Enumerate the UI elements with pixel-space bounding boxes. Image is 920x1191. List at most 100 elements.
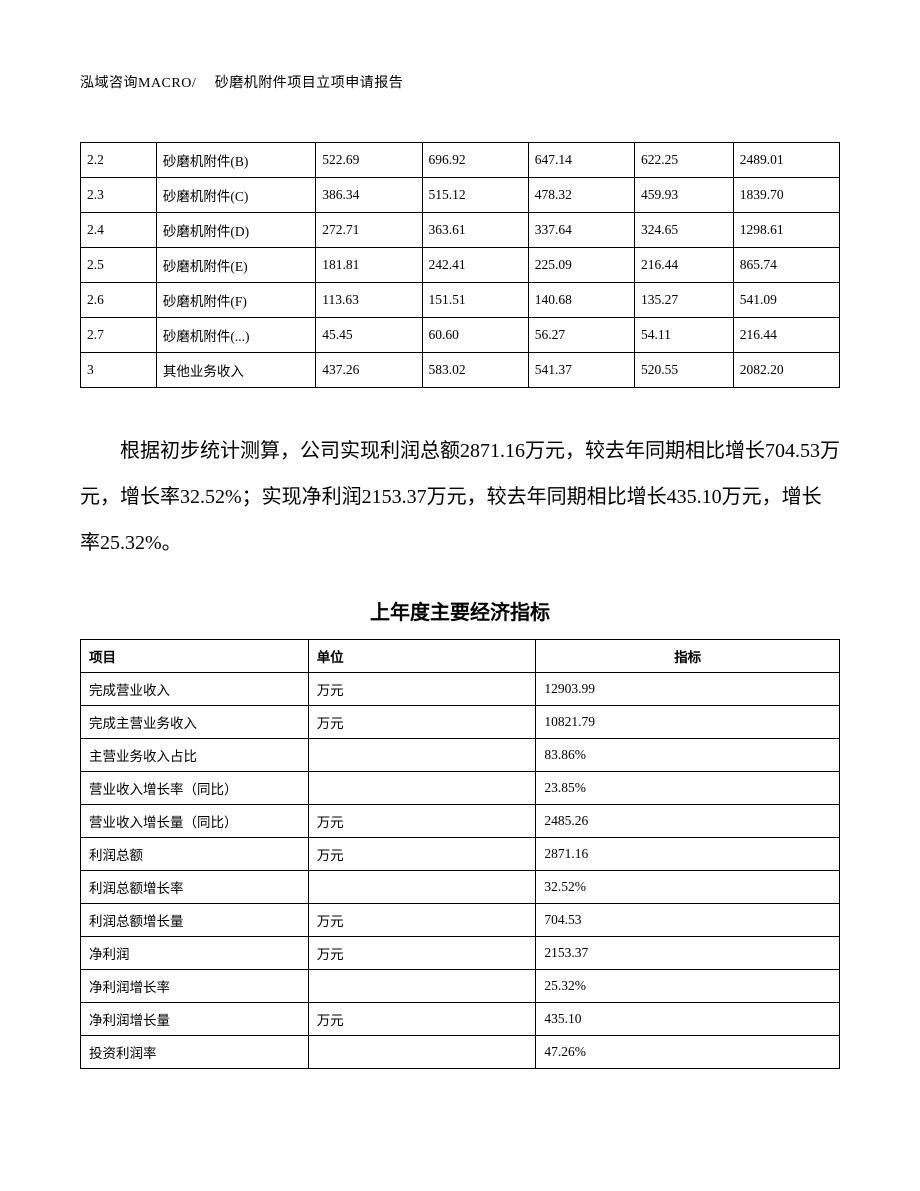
- tbl1-cell: 2489.01: [733, 143, 839, 178]
- tbl2-row: 净利润增长量万元435.10: [81, 1003, 840, 1036]
- product-revenue-table: 2.2砂磨机附件(B)522.69696.92647.14622.252489.…: [80, 142, 840, 388]
- tbl1-cell: 其他业务收入: [156, 353, 315, 388]
- tbl2-cell: 净利润增长率: [81, 970, 309, 1003]
- tbl1-cell: 3: [81, 353, 157, 388]
- tbl1-cell: 砂磨机附件(...): [156, 318, 315, 353]
- tbl2-cell: 利润总额增长率: [81, 871, 309, 904]
- tbl2-cell: 23.85%: [536, 772, 840, 805]
- tbl1-cell: 337.64: [528, 213, 634, 248]
- tbl1-row: 2.3砂磨机附件(C)386.34515.12478.32459.931839.…: [81, 178, 840, 213]
- tbl2-cell: 704.53: [536, 904, 840, 937]
- tbl1-row: 3其他业务收入437.26583.02541.37520.552082.20: [81, 353, 840, 388]
- tbl1-row: 2.2砂磨机附件(B)522.69696.92647.14622.252489.…: [81, 143, 840, 178]
- tbl2-cell: 万元: [308, 706, 536, 739]
- tbl2-h0: 项目: [81, 640, 309, 673]
- tbl1-cell: 砂磨机附件(E): [156, 248, 315, 283]
- tbl2-cell: 10821.79: [536, 706, 840, 739]
- tbl2-cell: 435.10: [536, 1003, 840, 1036]
- tbl1-cell: 砂磨机附件(D): [156, 213, 315, 248]
- tbl2-cell: 净利润: [81, 937, 309, 970]
- tbl2-cell: 净利润增长量: [81, 1003, 309, 1036]
- tbl2-cell: 万元: [308, 838, 536, 871]
- tbl1-cell: 2.2: [81, 143, 157, 178]
- tbl1-row: 2.7砂磨机附件(...)45.4560.6056.2754.11216.44: [81, 318, 840, 353]
- tbl1-cell: 60.60: [422, 318, 528, 353]
- tbl1-cell: 541.37: [528, 353, 634, 388]
- summary-paragraph: 根据初步统计测算，公司实现利润总额2871.16万元，较去年同期相比增长704.…: [80, 428, 840, 566]
- tbl1-cell: 583.02: [422, 353, 528, 388]
- tbl2-cell: [308, 772, 536, 805]
- tbl2-row: 完成主营业务收入万元10821.79: [81, 706, 840, 739]
- tbl1-cell: 272.71: [316, 213, 422, 248]
- tbl2-h1: 单位: [308, 640, 536, 673]
- tbl2-header-row: 项目 单位 指标: [81, 640, 840, 673]
- tbl2-row: 利润总额增长量万元704.53: [81, 904, 840, 937]
- tbl2-row: 投资利润率47.26%: [81, 1036, 840, 1069]
- tbl1-cell: 242.41: [422, 248, 528, 283]
- tbl2-cell: 万元: [308, 673, 536, 706]
- tbl1-cell: 2.5: [81, 248, 157, 283]
- tbl1-cell: 647.14: [528, 143, 634, 178]
- tbl1-cell: 459.93: [635, 178, 734, 213]
- tbl2-cell: 32.52%: [536, 871, 840, 904]
- tbl1-cell: 151.51: [422, 283, 528, 318]
- tbl1-cell: 622.25: [635, 143, 734, 178]
- tbl2-row: 完成营业收入万元12903.99: [81, 673, 840, 706]
- tbl1-cell: 砂磨机附件(B): [156, 143, 315, 178]
- tbl2-cell: 利润总额增长量: [81, 904, 309, 937]
- tbl1-cell: 1298.61: [733, 213, 839, 248]
- tbl1-cell: 225.09: [528, 248, 634, 283]
- tbl1-cell: 324.65: [635, 213, 734, 248]
- tbl2-row: 营业收入增长率（同比） 23.85%: [81, 772, 840, 805]
- tbl1-row: 2.4砂磨机附件(D)272.71363.61337.64324.651298.…: [81, 213, 840, 248]
- tbl1-cell: 216.44: [635, 248, 734, 283]
- tbl1-cell: 2082.20: [733, 353, 839, 388]
- tbl1-cell: 478.32: [528, 178, 634, 213]
- tbl1-cell: 181.81: [316, 248, 422, 283]
- tbl2-cell: 完成主营业务收入: [81, 706, 309, 739]
- tbl1-row: 2.6砂磨机附件(F)113.63151.51140.68135.27541.0…: [81, 283, 840, 318]
- tbl1-cell: 216.44: [733, 318, 839, 353]
- tbl1-cell: 541.09: [733, 283, 839, 318]
- tbl2-head: 项目 单位 指标: [81, 640, 840, 673]
- tbl1-cell: 865.74: [733, 248, 839, 283]
- tbl2-row: 利润总额万元2871.16: [81, 838, 840, 871]
- tbl1-row: 2.5砂磨机附件(E)181.81242.41225.09216.44865.7…: [81, 248, 840, 283]
- tbl2-cell: 投资利润率: [81, 1036, 309, 1069]
- tbl1-body: 2.2砂磨机附件(B)522.69696.92647.14622.252489.…: [81, 143, 840, 388]
- tbl1-cell: 2.3: [81, 178, 157, 213]
- tbl2-cell: [308, 970, 536, 1003]
- tbl2-cell: 利润总额: [81, 838, 309, 871]
- tbl2-cell: 2485.26: [536, 805, 840, 838]
- tbl2-cell: 万元: [308, 937, 536, 970]
- tbl2-row: 净利润万元2153.37: [81, 937, 840, 970]
- tbl2-cell: 主营业务收入占比: [81, 739, 309, 772]
- economic-indicators-table: 项目 单位 指标 完成营业收入万元12903.99完成主营业务收入万元10821…: [80, 639, 840, 1069]
- tbl2-row: 净利润增长率 25.32%: [81, 970, 840, 1003]
- tbl2-cell: 25.32%: [536, 970, 840, 1003]
- tbl1-cell: 砂磨机附件(F): [156, 283, 315, 318]
- tbl1-cell: 113.63: [316, 283, 422, 318]
- tbl2-cell: 万元: [308, 1003, 536, 1036]
- tbl2-row: 利润总额增长率 32.52%: [81, 871, 840, 904]
- tbl1-cell: 1839.70: [733, 178, 839, 213]
- tbl1-cell: 2.7: [81, 318, 157, 353]
- tbl1-cell: 696.92: [422, 143, 528, 178]
- tbl2-cell: 完成营业收入: [81, 673, 309, 706]
- tbl2-row: 主营业务收入占比83.86%: [81, 739, 840, 772]
- tbl2-cell: [308, 1036, 536, 1069]
- tbl2-cell: 营业收入增长率（同比）: [81, 772, 309, 805]
- tbl1-cell: 522.69: [316, 143, 422, 178]
- tbl1-cell: 135.27: [635, 283, 734, 318]
- tbl1-cell: 2.6: [81, 283, 157, 318]
- tbl2-cell: 2871.16: [536, 838, 840, 871]
- tbl1-cell: 437.26: [316, 353, 422, 388]
- page-header: 泓域咨询MACRO/ 砂磨机附件项目立项申请报告: [80, 72, 840, 92]
- tbl2-cell: 营业收入增长量（同比）: [81, 805, 309, 838]
- tbl1-cell: 45.45: [316, 318, 422, 353]
- tbl1-cell: 386.34: [316, 178, 422, 213]
- tbl2-row: 营业收入增长量（同比）万元2485.26: [81, 805, 840, 838]
- tbl2-cell: 万元: [308, 805, 536, 838]
- tbl2-cell: [308, 739, 536, 772]
- tbl1-cell: 54.11: [635, 318, 734, 353]
